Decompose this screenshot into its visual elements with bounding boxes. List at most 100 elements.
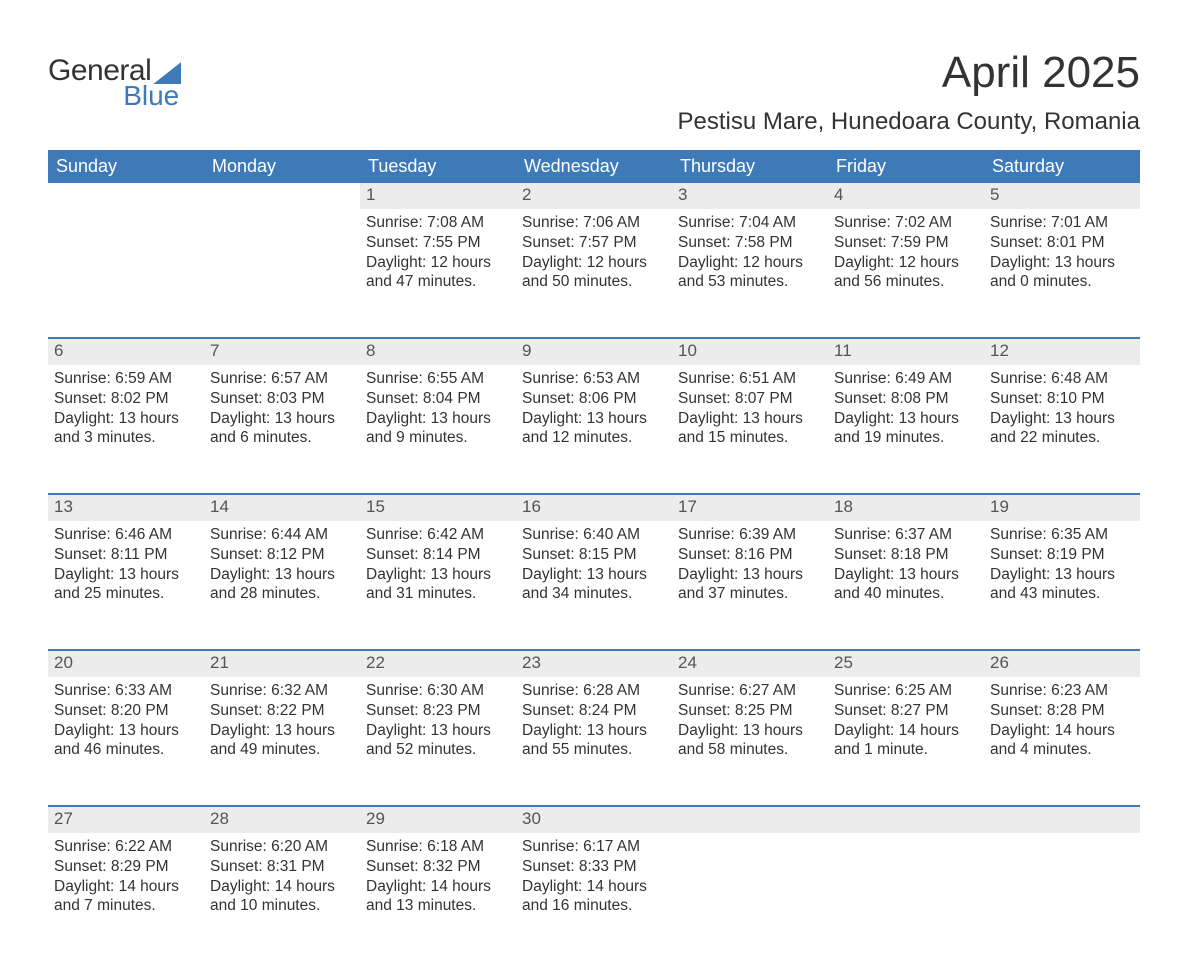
day-number-cell: 21 xyxy=(204,650,360,677)
day-number-cell: 17 xyxy=(672,494,828,521)
logo: General Blue xyxy=(48,56,181,110)
sunrise-line: Sunrise: 6:23 AM xyxy=(990,681,1134,701)
week-row: Sunrise: 7:08 AMSunset: 7:55 PMDaylight:… xyxy=(48,209,1140,338)
day-cell-body: Sunrise: 6:40 AMSunset: 8:15 PMDaylight:… xyxy=(516,521,672,604)
day-cell-body: Sunrise: 6:37 AMSunset: 8:18 PMDaylight:… xyxy=(828,521,984,604)
daylight-line: Daylight: 12 hours and 53 minutes. xyxy=(678,253,822,293)
sunset-line: Sunset: 7:58 PM xyxy=(678,233,822,253)
day-number-cell: 30 xyxy=(516,806,672,833)
day-cell-body: Sunrise: 6:30 AMSunset: 8:23 PMDaylight:… xyxy=(360,677,516,760)
daylight-line: Daylight: 13 hours and 58 minutes. xyxy=(678,721,822,761)
sunrise-line: Sunrise: 6:27 AM xyxy=(678,681,822,701)
day-cell-body: Sunrise: 6:48 AMSunset: 8:10 PMDaylight:… xyxy=(984,365,1140,448)
day-cell-body: Sunrise: 6:25 AMSunset: 8:27 PMDaylight:… xyxy=(828,677,984,760)
sunrise-line: Sunrise: 7:02 AM xyxy=(834,213,978,233)
sunrise-line: Sunrise: 6:42 AM xyxy=(366,525,510,545)
day-cell-body: Sunrise: 6:59 AMSunset: 8:02 PMDaylight:… xyxy=(48,365,204,448)
daylight-line: Daylight: 13 hours and 3 minutes. xyxy=(54,409,198,449)
sunrise-line: Sunrise: 6:20 AM xyxy=(210,837,354,857)
day-cell-body: Sunrise: 6:32 AMSunset: 8:22 PMDaylight:… xyxy=(204,677,360,760)
day-number-cell: 1 xyxy=(360,183,516,209)
day-cell xyxy=(48,209,204,338)
sunrise-line: Sunrise: 6:35 AM xyxy=(990,525,1134,545)
calendar-header-row: Sunday Monday Tuesday Wednesday Thursday… xyxy=(48,150,1140,183)
sunset-line: Sunset: 8:07 PM xyxy=(678,389,822,409)
dow-thursday: Thursday xyxy=(672,150,828,183)
day-cell: Sunrise: 7:08 AMSunset: 7:55 PMDaylight:… xyxy=(360,209,516,338)
sunset-line: Sunset: 8:15 PM xyxy=(522,545,666,565)
sunrise-line: Sunrise: 6:46 AM xyxy=(54,525,198,545)
day-cell: Sunrise: 6:23 AMSunset: 8:28 PMDaylight:… xyxy=(984,677,1140,806)
day-cell-body: Sunrise: 6:33 AMSunset: 8:20 PMDaylight:… xyxy=(48,677,204,760)
day-number-cell: 24 xyxy=(672,650,828,677)
day-cell-body: Sunrise: 6:20 AMSunset: 8:31 PMDaylight:… xyxy=(204,833,360,916)
sunset-line: Sunset: 8:25 PM xyxy=(678,701,822,721)
day-cell: Sunrise: 6:59 AMSunset: 8:02 PMDaylight:… xyxy=(48,365,204,494)
sunrise-line: Sunrise: 7:06 AM xyxy=(522,213,666,233)
daylight-line: Daylight: 14 hours and 7 minutes. xyxy=(54,877,198,917)
day-number-cell xyxy=(672,806,828,833)
day-number-cell: 4 xyxy=(828,183,984,209)
day-cell: Sunrise: 6:35 AMSunset: 8:19 PMDaylight:… xyxy=(984,521,1140,650)
sunrise-line: Sunrise: 6:30 AM xyxy=(366,681,510,701)
day-number-cell: 10 xyxy=(672,338,828,365)
day-cell-body: Sunrise: 7:04 AMSunset: 7:58 PMDaylight:… xyxy=(672,209,828,292)
daylight-line: Daylight: 13 hours and 40 minutes. xyxy=(834,565,978,605)
day-number-cell: 13 xyxy=(48,494,204,521)
sunset-line: Sunset: 8:32 PM xyxy=(366,857,510,877)
sunset-line: Sunset: 8:29 PM xyxy=(54,857,198,877)
sunset-line: Sunset: 8:27 PM xyxy=(834,701,978,721)
day-cell: Sunrise: 6:44 AMSunset: 8:12 PMDaylight:… xyxy=(204,521,360,650)
day-cell: Sunrise: 7:01 AMSunset: 8:01 PMDaylight:… xyxy=(984,209,1140,338)
sunset-line: Sunset: 8:31 PM xyxy=(210,857,354,877)
sunset-line: Sunset: 8:04 PM xyxy=(366,389,510,409)
sunset-line: Sunset: 8:28 PM xyxy=(990,701,1134,721)
sunrise-line: Sunrise: 6:55 AM xyxy=(366,369,510,389)
week-row: Sunrise: 6:46 AMSunset: 8:11 PMDaylight:… xyxy=(48,521,1140,650)
calendar-table: Sunday Monday Tuesday Wednesday Thursday… xyxy=(48,150,1140,961)
dow-wednesday: Wednesday xyxy=(516,150,672,183)
page: General Blue April 2025 Pestisu Mare, Hu… xyxy=(0,0,1188,918)
day-cell-body: Sunrise: 6:22 AMSunset: 8:29 PMDaylight:… xyxy=(48,833,204,916)
week-row: Sunrise: 6:33 AMSunset: 8:20 PMDaylight:… xyxy=(48,677,1140,806)
sunrise-line: Sunrise: 6:37 AM xyxy=(834,525,978,545)
day-number-cell: 6 xyxy=(48,338,204,365)
day-cell: Sunrise: 6:40 AMSunset: 8:15 PMDaylight:… xyxy=(516,521,672,650)
day-cell-body: Sunrise: 6:35 AMSunset: 8:19 PMDaylight:… xyxy=(984,521,1140,604)
day-number-cell xyxy=(828,806,984,833)
logo-line1: General xyxy=(48,56,181,86)
daylight-line: Daylight: 13 hours and 37 minutes. xyxy=(678,565,822,605)
day-cell: Sunrise: 6:42 AMSunset: 8:14 PMDaylight:… xyxy=(360,521,516,650)
day-cell-body: Sunrise: 6:39 AMSunset: 8:16 PMDaylight:… xyxy=(672,521,828,604)
daynum-row: 12345 xyxy=(48,183,1140,209)
sunrise-line: Sunrise: 6:18 AM xyxy=(366,837,510,857)
sunrise-line: Sunrise: 6:44 AM xyxy=(210,525,354,545)
daylight-line: Daylight: 12 hours and 47 minutes. xyxy=(366,253,510,293)
day-number-cell: 9 xyxy=(516,338,672,365)
day-cell: Sunrise: 6:46 AMSunset: 8:11 PMDaylight:… xyxy=(48,521,204,650)
daylight-line: Daylight: 13 hours and 12 minutes. xyxy=(522,409,666,449)
sunset-line: Sunset: 8:18 PM xyxy=(834,545,978,565)
daylight-line: Daylight: 13 hours and 31 minutes. xyxy=(366,565,510,605)
daylight-line: Daylight: 13 hours and 6 minutes. xyxy=(210,409,354,449)
day-cell-body: Sunrise: 6:18 AMSunset: 8:32 PMDaylight:… xyxy=(360,833,516,916)
daylight-line: Daylight: 13 hours and 25 minutes. xyxy=(54,565,198,605)
day-cell-body: Sunrise: 6:23 AMSunset: 8:28 PMDaylight:… xyxy=(984,677,1140,760)
sunrise-line: Sunrise: 6:33 AM xyxy=(54,681,198,701)
day-cell-body: Sunrise: 7:02 AMSunset: 7:59 PMDaylight:… xyxy=(828,209,984,292)
sunrise-line: Sunrise: 6:25 AM xyxy=(834,681,978,701)
sunset-line: Sunset: 8:14 PM xyxy=(366,545,510,565)
day-number-cell: 2 xyxy=(516,183,672,209)
day-number-cell: 11 xyxy=(828,338,984,365)
sunrise-line: Sunrise: 6:28 AM xyxy=(522,681,666,701)
sunset-line: Sunset: 8:19 PM xyxy=(990,545,1134,565)
sunrise-line: Sunrise: 6:57 AM xyxy=(210,369,354,389)
day-number-cell: 7 xyxy=(204,338,360,365)
sunset-line: Sunset: 8:33 PM xyxy=(522,857,666,877)
sunset-line: Sunset: 7:55 PM xyxy=(366,233,510,253)
day-cell: Sunrise: 6:25 AMSunset: 8:27 PMDaylight:… xyxy=(828,677,984,806)
header: General Blue April 2025 Pestisu Mare, Hu… xyxy=(48,40,1140,150)
day-cell: Sunrise: 7:06 AMSunset: 7:57 PMDaylight:… xyxy=(516,209,672,338)
daylight-line: Daylight: 13 hours and 28 minutes. xyxy=(210,565,354,605)
daynum-row: 6789101112 xyxy=(48,338,1140,365)
